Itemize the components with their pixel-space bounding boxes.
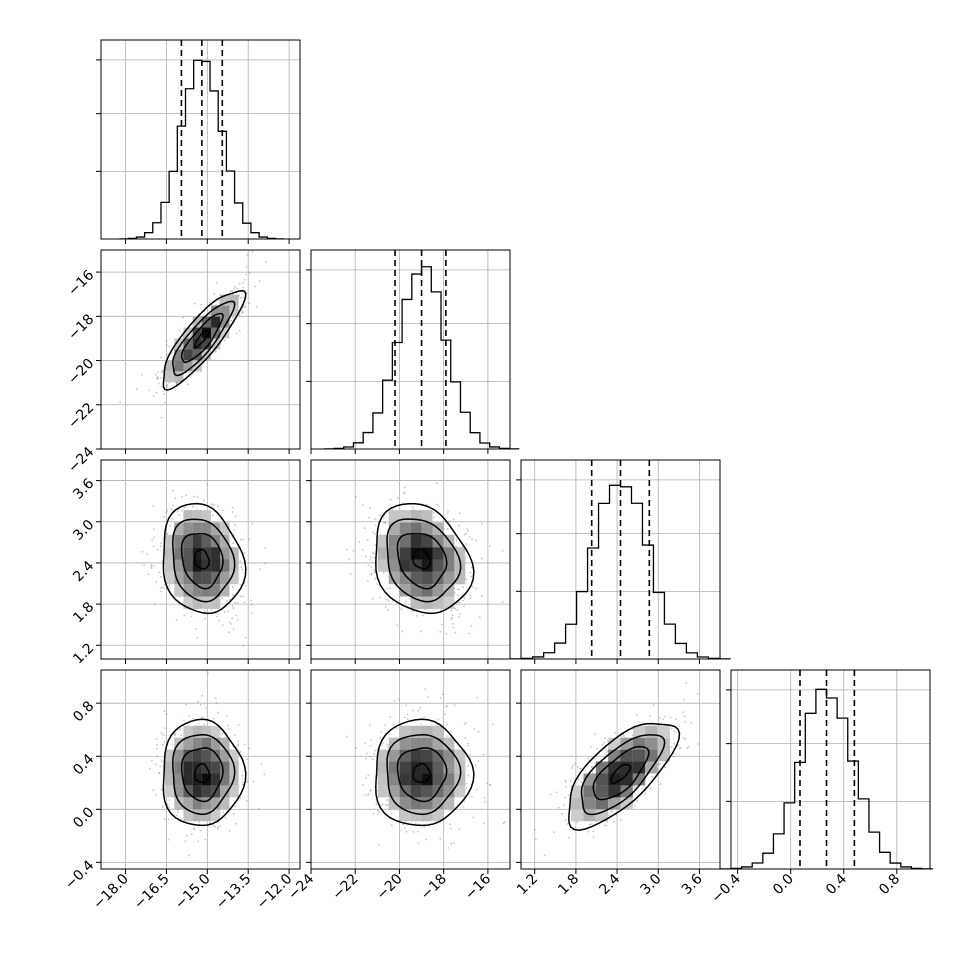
x-tick-label: 1.8 (555, 871, 582, 898)
contour-line (172, 734, 236, 816)
contour-line (180, 532, 224, 590)
contour-line (194, 548, 211, 570)
y-tick-label: 3.0 (70, 517, 97, 544)
contour-line (396, 533, 448, 590)
hist-panel-1 (306, 249, 520, 454)
contour-line (180, 312, 224, 363)
contour-line (375, 502, 475, 615)
contour-line (592, 745, 650, 801)
density-panel-2-0: 1.2 1.8 2.4 3.0 3.6 (70, 459, 301, 667)
contour-line (412, 548, 432, 570)
panel-frame (100, 459, 301, 660)
contour-line (172, 300, 236, 377)
contour-line (580, 734, 666, 816)
panel-frame (520, 669, 721, 870)
panel-frame (100, 39, 301, 240)
contour-line (396, 747, 448, 803)
panel-frame (520, 459, 721, 660)
contour-line (162, 502, 247, 615)
density-cells (377, 725, 466, 822)
contour-line (568, 722, 681, 831)
x-tick-label: −0.4 (709, 871, 744, 906)
contour-line (194, 762, 211, 784)
contour-line (375, 718, 475, 827)
density-panel-3-1: −24 −22 −20 −18 −16 (285, 669, 511, 903)
density-cells (571, 725, 670, 822)
y-tick-label: 0.4 (70, 751, 97, 778)
density-panel-1-0: −24 −22 −20 −18 −16 (65, 249, 301, 476)
x-tick-label: −15.0 (172, 871, 214, 913)
x-tick-label: −18.0 (90, 871, 132, 913)
panel-frame (310, 459, 511, 660)
density-cells (377, 510, 466, 609)
contour-line (162, 289, 247, 391)
y-tick-label: −22 (65, 400, 97, 432)
y-tick-label: −24 (65, 444, 97, 476)
x-tick-label: 3.0 (638, 871, 665, 898)
density-cells (165, 510, 239, 609)
x-tick-label: 0.0 (770, 871, 797, 898)
panel-frame (100, 669, 301, 870)
panel-frame (730, 669, 931, 870)
x-tick-label: −18 (418, 871, 450, 903)
y-tick-label: 0.0 (70, 804, 97, 831)
contour-line (180, 747, 224, 803)
x-tick-label: −20 (374, 871, 406, 903)
panel-frame (100, 249, 301, 450)
hist-panel-0 (96, 39, 301, 244)
y-tick-label: −20 (65, 356, 97, 388)
x-tick-label: 0.4 (823, 871, 850, 898)
panel-frame (310, 669, 511, 870)
y-tick-label: 1.8 (70, 599, 97, 626)
x-tick-label: −24 (285, 871, 317, 903)
y-tick-label: 0.8 (70, 698, 97, 725)
x-tick-label: 0.8 (876, 871, 903, 898)
x-tick-label: −16.5 (131, 871, 173, 913)
y-tick-label: −0.4 (62, 857, 97, 892)
contour-line (412, 762, 432, 784)
density-cells (165, 725, 239, 822)
contour-line (172, 518, 236, 603)
panel-frame (310, 249, 511, 450)
density-panel-3-0: −0.40.00.40.8−18.0 −16.5 −15.0 −13.5 −12.0 (62, 669, 301, 913)
x-tick-label: −16 (462, 871, 494, 903)
y-tick-label: −16 (65, 267, 97, 299)
x-tick-label: 1.2 (514, 871, 541, 898)
hist-panel-3: −0.4 0.0 0.4 0.8 (709, 669, 934, 906)
histogram-2 (510, 484, 731, 660)
y-tick-label: 2.4 (70, 558, 97, 585)
y-tick-label: 3.6 (70, 476, 97, 503)
density-cells (165, 294, 239, 383)
x-tick-label: −13.5 (213, 871, 255, 913)
x-tick-label: −22 (329, 871, 361, 903)
contour-line (386, 518, 462, 603)
x-tick-label: 2.4 (596, 871, 623, 898)
density-panel-2-1 (306, 459, 511, 664)
y-tick-label: 1.2 (70, 640, 97, 667)
contour-line (386, 734, 462, 816)
x-tick-label: 3.6 (679, 871, 706, 898)
hist-panel-2 (510, 459, 731, 664)
contour-line (162, 718, 247, 827)
contour-line (194, 329, 211, 349)
y-tick-label: −18 (65, 311, 97, 343)
contour-line (610, 763, 632, 785)
density-panel-3-2: 1.2 1.8 2.4 3.0 3.6 (514, 669, 721, 898)
